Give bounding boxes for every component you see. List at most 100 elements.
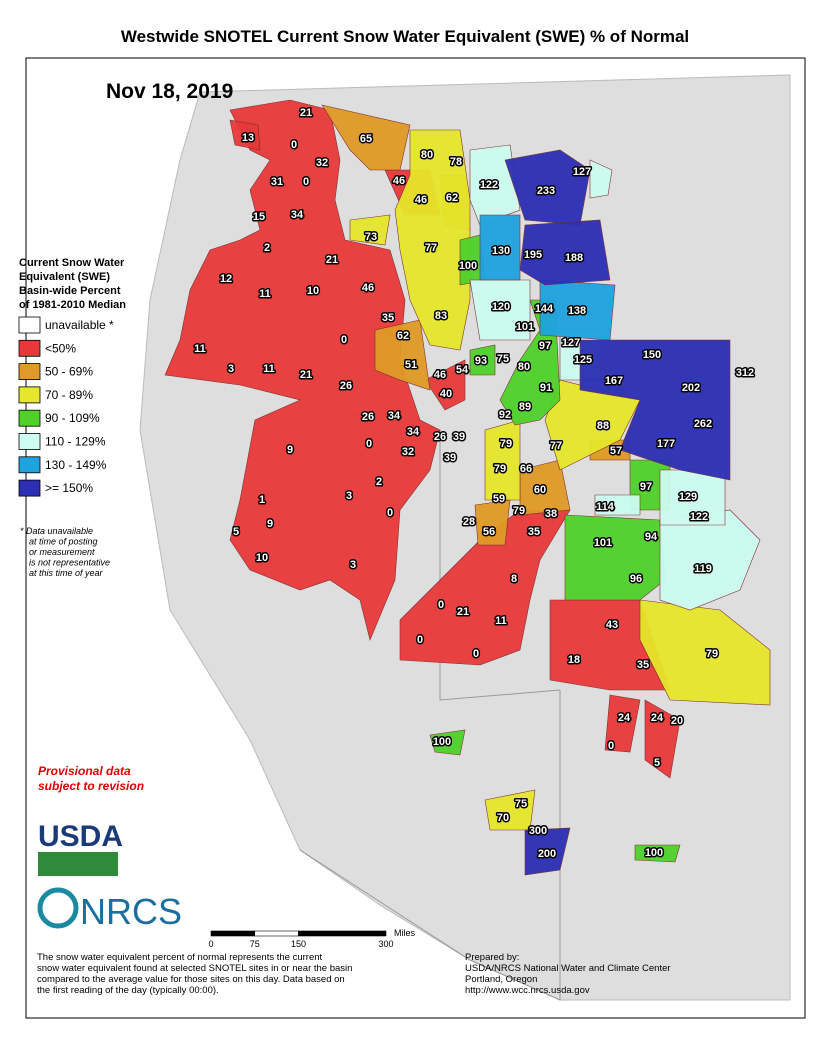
basin-label: 129 [679,491,697,503]
basin-label: 91 [540,382,552,394]
basin-label: 92 [499,409,511,421]
legend-label: >= 150% [45,481,93,495]
basin-label: 0 [291,139,297,151]
legend-swatch [18,316,41,334]
scale-unit: Miles [394,928,416,938]
usda-logo-band [38,852,118,876]
basin-label: 21 [457,606,469,618]
basin-label: 144 [535,303,554,315]
basin-label: 11 [259,288,271,300]
legend-swatch [18,433,41,450]
basin-label: 79 [500,438,512,450]
basin-label: 35 [382,312,394,324]
basin-region [474,499,511,546]
legend-label: 130 - 149% [45,458,107,472]
basin-label: 122 [480,179,498,191]
basin-label: 24 [618,712,631,724]
scale-segment [298,930,387,937]
basin-region [594,494,641,516]
basin-label: 88 [597,420,609,432]
basin-label: 11 [194,343,206,355]
basin-label: 75 [497,353,509,365]
scale-segment [254,930,299,937]
basin-label: 119 [694,563,712,575]
credit-line: USDA/NRCS National Water and Climate Cen… [465,963,671,974]
basin-label: 80 [518,361,530,373]
basin-label: 26 [362,411,374,423]
basin-label: 3 [228,363,234,375]
basin-label: 5 [233,526,239,538]
basin-label: 97 [539,340,551,352]
basin-label: 3 [350,559,356,571]
basin-label: 127 [562,337,580,349]
note-line: * Data unavailable [20,526,93,536]
basin-label: 78 [450,156,462,168]
credit-line: http://www.wcc.nrcs.usda.gov [465,985,590,996]
basin-label: 21 [300,369,312,381]
basin-label: 60 [534,484,546,496]
basin-label: 100 [645,847,663,859]
basin-label: 62 [446,192,458,204]
basin-label: 100 [459,260,477,272]
provisional-note: subject to revision [38,779,144,793]
basin-label: 177 [657,438,675,450]
basin-region [589,159,613,199]
basin-label: 28 [463,516,475,528]
legend-title: Equivalent (SWE) [19,271,110,283]
credit-line: Portland, Oregon [465,974,537,985]
note-line: is not representative [29,558,110,568]
basin-label: 101 [516,321,534,333]
basin-label: 96 [630,573,642,585]
legend-label: <50% [45,341,76,355]
legend-title: Basin-wide Percent [19,285,121,297]
basin-label: 167 [605,375,623,387]
basin-label: 43 [606,619,618,631]
basin-label: 9 [287,444,293,456]
basin-label: 100 [433,736,451,748]
footer-line: compared to the average value for those … [37,974,345,985]
basin-region [524,827,571,876]
basin-label: 101 [594,537,612,549]
basin-region [229,119,261,151]
basin-label: 10 [307,285,319,297]
basin-label: 34 [388,410,401,422]
basin-label: 11 [495,615,507,627]
basin-region [484,419,521,501]
basin-label: 0 [608,740,614,752]
basin-regions [164,99,771,876]
basin-label: 262 [694,418,712,430]
basin-region [519,219,611,286]
basin-label: 0 [417,634,423,646]
legend-swatch [18,479,41,497]
legend-label: 90 - 109% [45,411,100,425]
basin-region [644,699,681,779]
basin-label: 38 [545,508,557,520]
basin-label: 66 [520,463,532,475]
basin-label: 62 [397,330,409,342]
legend-label: unavailable * [45,318,114,332]
basin-label: 46 [393,175,405,187]
basin-label: 15 [253,211,265,223]
basin-label: 114 [596,501,615,513]
basin-label: 0 [473,648,479,660]
basin-region [504,149,591,226]
basin-region [579,339,731,481]
basin-label: 233 [537,185,555,197]
basin-label: 26 [434,431,446,443]
basin-label: 300 [529,825,547,837]
map-date: Nov 18, 2019 [106,80,233,103]
basin-label: 312 [736,367,754,379]
basin-region [469,344,496,376]
basin-label: 56 [483,526,495,538]
basin-region [604,694,641,753]
basin-label: 34 [407,426,420,438]
basin-label: 202 [682,382,700,394]
footer-line: The snow water equivalent percent of nor… [37,952,323,963]
basin-label: 97 [640,481,652,493]
basin-region [321,104,411,171]
basin-label: 10 [256,552,268,564]
basin-label: 127 [573,166,591,178]
basin-label: 120 [492,301,510,313]
